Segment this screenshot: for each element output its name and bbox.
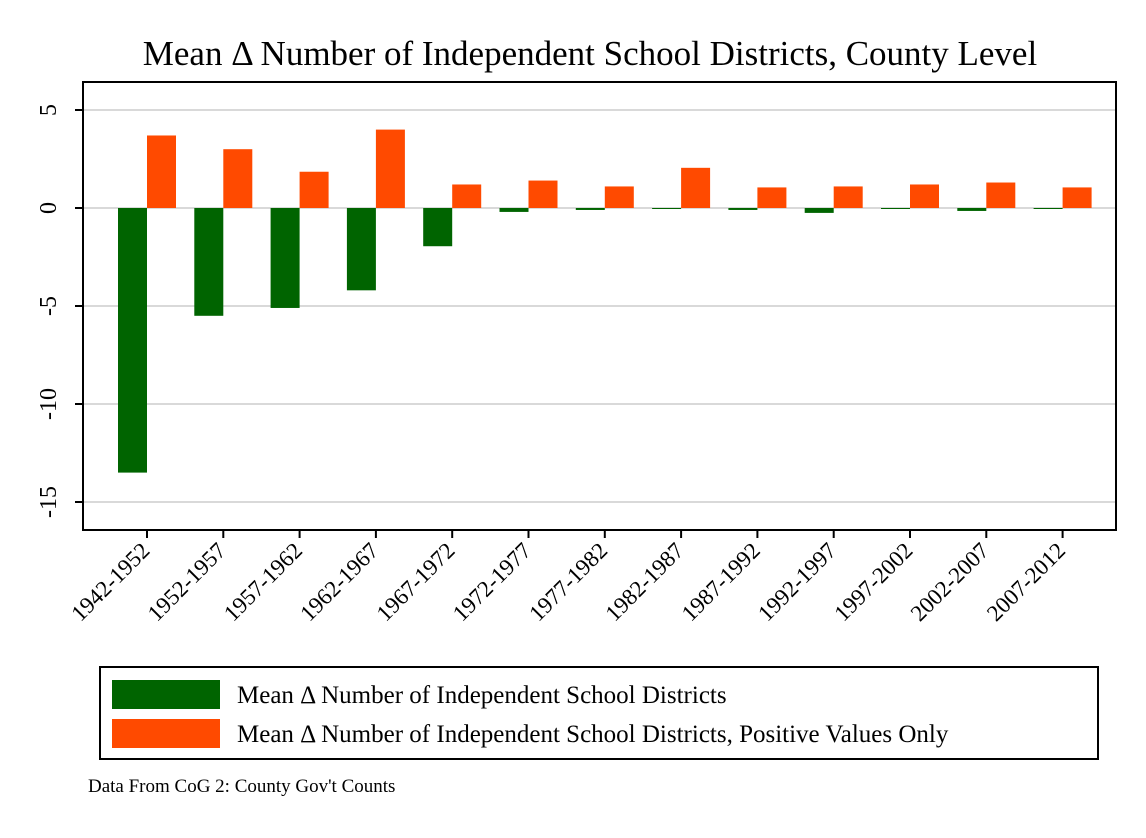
- bar-series1-2007-2012: [1033, 208, 1063, 209]
- bar-series2-2002-2007: [986, 182, 1016, 208]
- xtick-label: 1952-1957: [143, 538, 231, 626]
- xtick-label: 1962-1967: [295, 538, 383, 626]
- xtick-label: 1942-1952: [66, 538, 154, 626]
- xtick-label: 1992-1997: [753, 538, 841, 626]
- bar-series1-1997-2002: [881, 208, 910, 209]
- bar-series1-1987-1992: [728, 208, 758, 210]
- ytick-label: -15: [36, 486, 62, 518]
- bar-series2-1977-1982: [604, 186, 634, 208]
- xtick-label: 2002-2007: [906, 538, 994, 626]
- bar-series2-1997-2002: [910, 184, 939, 208]
- bar-series2-1952-1957: [223, 149, 253, 208]
- ytick-label: -10: [36, 388, 62, 420]
- ytick-label: 0: [36, 202, 62, 214]
- bar-series2-1942-1952: [147, 135, 176, 208]
- ytick-label: 5: [36, 104, 62, 116]
- xtick-label: 1982-1987: [600, 538, 688, 626]
- bar-series2-2007-2012: [1062, 187, 1092, 208]
- ytick-label: -5: [36, 296, 62, 316]
- xtick-label: 1972-1977: [448, 538, 536, 626]
- source-note: Data From CoG 2: County Gov't Counts: [88, 776, 395, 797]
- bar-series1-1957-1962: [270, 208, 300, 308]
- bar-series1-1967-1972: [423, 208, 453, 247]
- bar-series1-1992-1997: [804, 208, 834, 213]
- legend-label-series2: Mean Δ Number of Independent School Dist…: [237, 721, 949, 748]
- bar-series2-1992-1997: [833, 186, 863, 208]
- xtick-label: 1987-1992: [677, 538, 765, 626]
- bar-series1-1962-1967: [346, 208, 376, 291]
- bar-series2-1967-1972: [452, 184, 482, 208]
- bar-series1-1942-1952: [118, 208, 147, 473]
- legend-swatch-series1: [112, 680, 220, 709]
- xtick-label: 1957-1962: [219, 538, 307, 626]
- bar-series1-1982-1987: [652, 208, 682, 209]
- bar-series2-1957-1962: [299, 171, 329, 208]
- xtick-label: 1997-2002: [829, 538, 917, 626]
- bar-series1-1972-1977: [499, 208, 529, 212]
- bar-series2-1972-1977: [528, 180, 558, 208]
- legend-box: [99, 666, 1099, 760]
- bar-series1-2002-2007: [957, 208, 987, 211]
- xtick-label: 1977-1982: [524, 538, 612, 626]
- bar-series2-1962-1967: [375, 129, 405, 208]
- legend-swatch-series2: [112, 719, 220, 748]
- bar-series2-1987-1992: [757, 187, 787, 208]
- xtick-label: 2007-2012: [982, 538, 1070, 626]
- bar-series1-1952-1957: [194, 208, 224, 316]
- xtick-label: 1967-1972: [372, 538, 460, 626]
- bar-series2-1982-1987: [681, 167, 711, 208]
- bar-series1-1977-1982: [575, 208, 605, 210]
- chart-title: Mean Δ Number of Independent School Dist…: [143, 34, 1038, 73]
- legend-label-series1: Mean Δ Number of Independent School Dist…: [237, 682, 727, 709]
